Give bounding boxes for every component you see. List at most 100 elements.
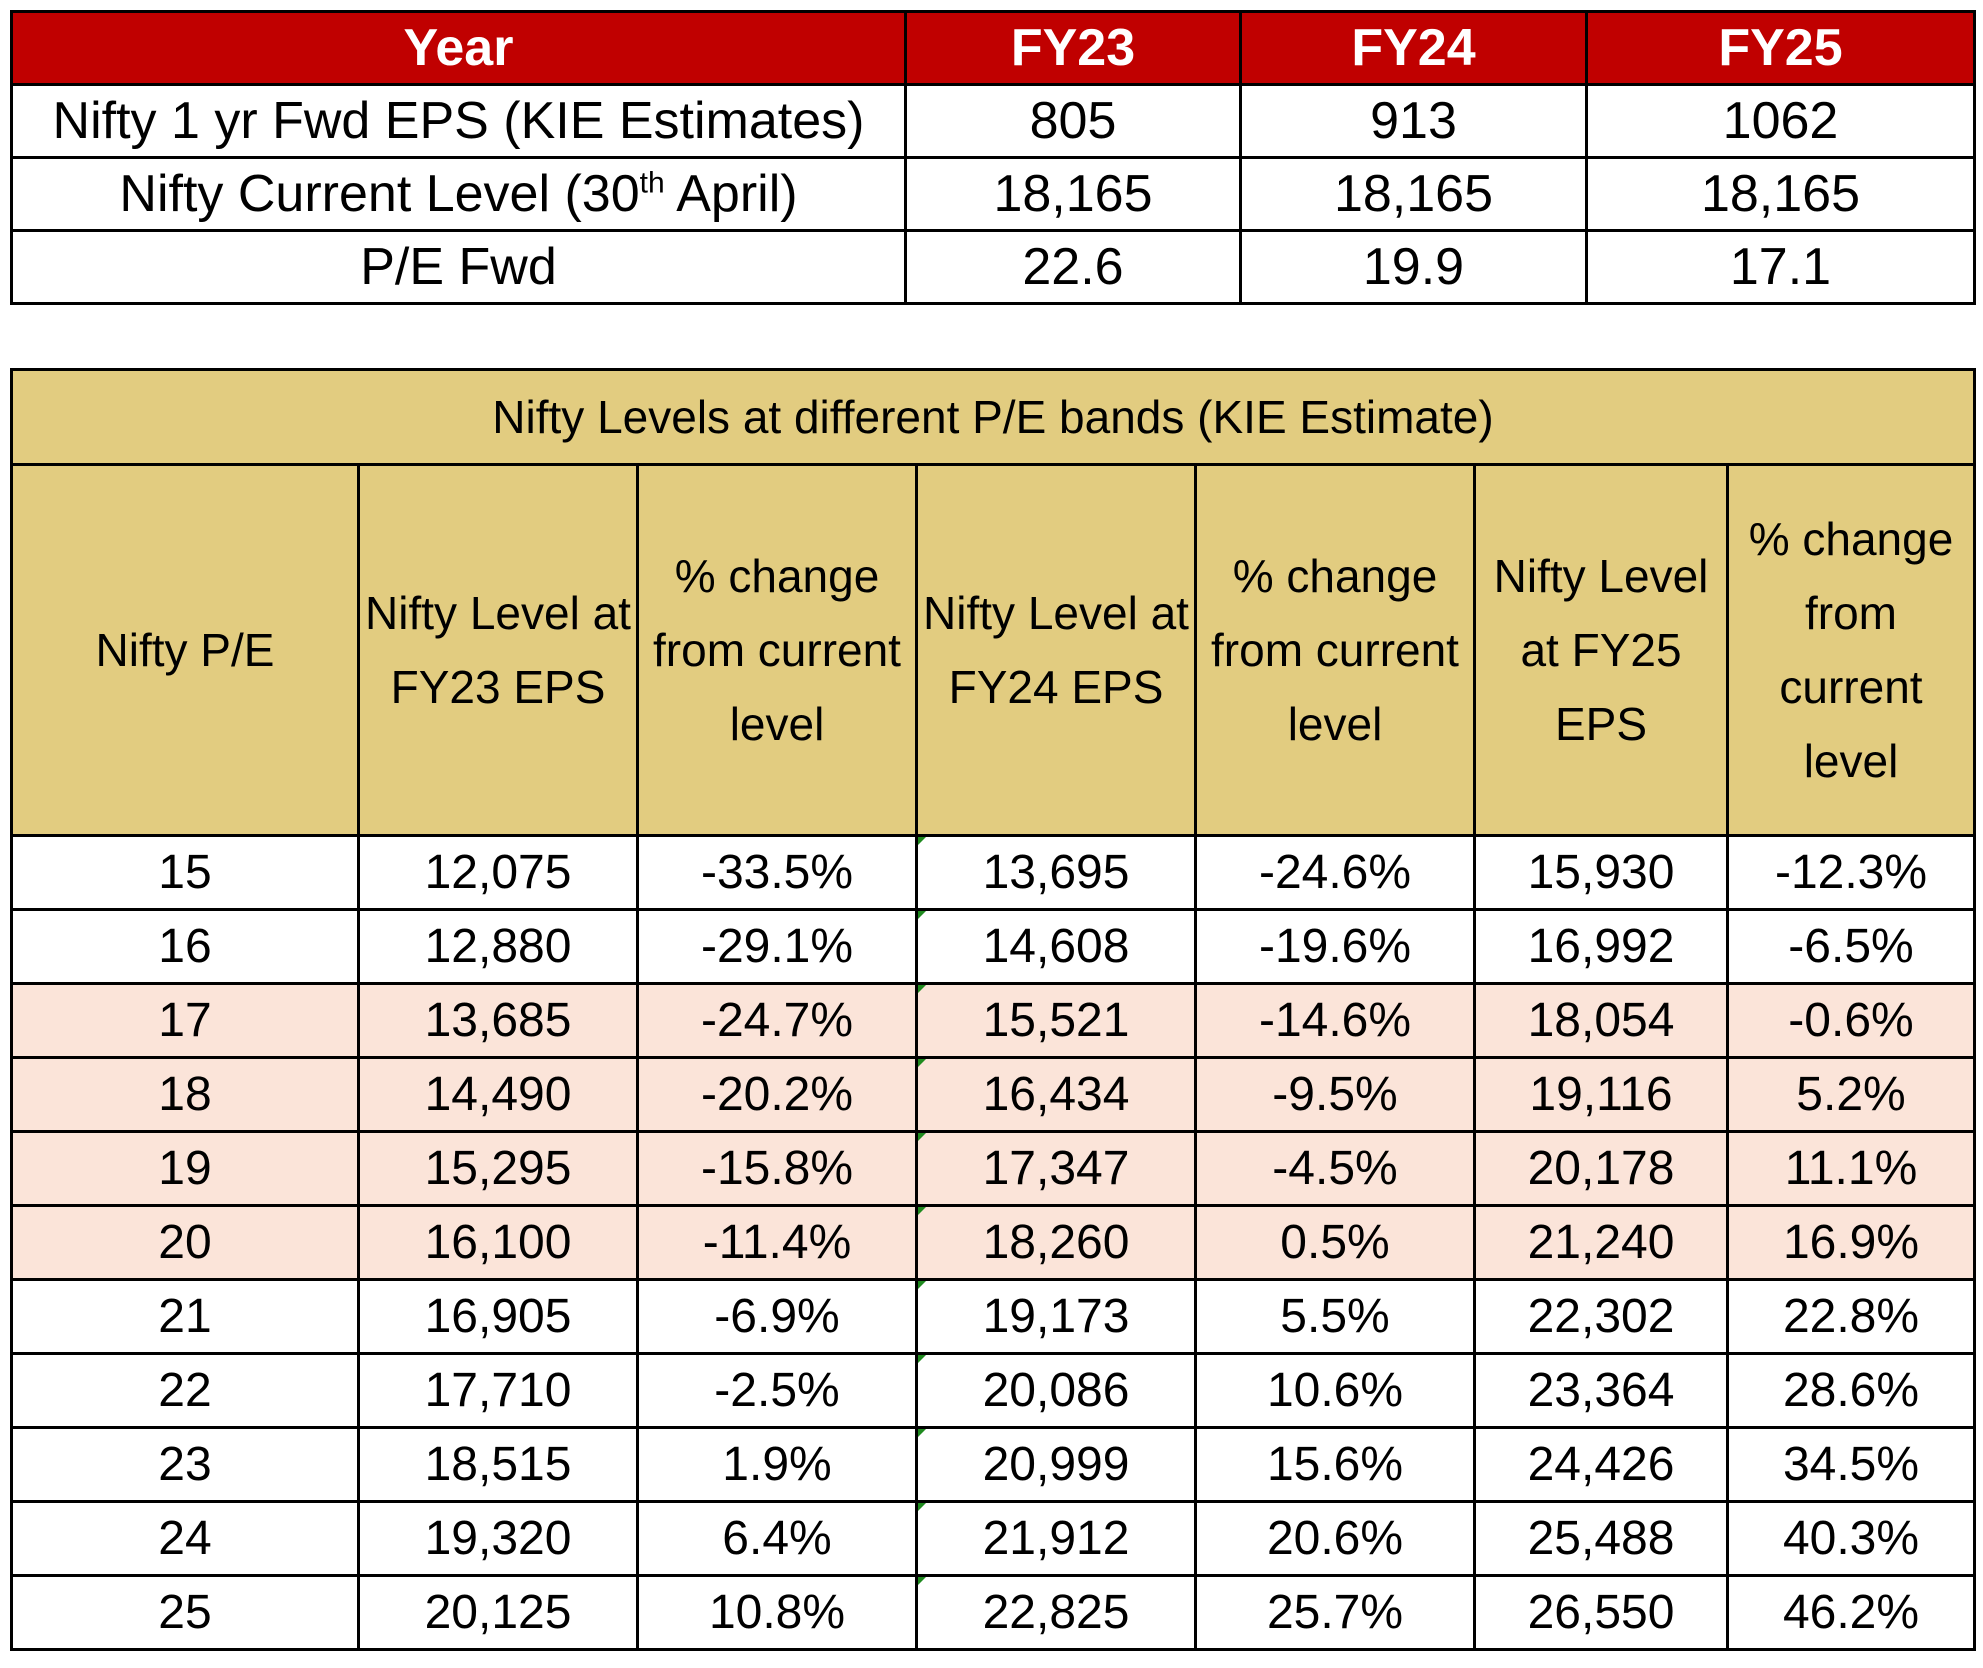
label-text: Nifty Current Level (30 <box>119 165 640 223</box>
summary-cell: 805 <box>904 83 1242 159</box>
cell-nifty-pe: 25 <box>10 1574 360 1651</box>
cell-change-fy23: 10.8% <box>636 1574 918 1651</box>
cell-change-fy23: 6.4% <box>636 1500 918 1577</box>
cell-change-fy25: -12.3% <box>1726 834 1976 911</box>
cell-change-fy25: 11.1% <box>1726 1130 1976 1207</box>
summary-row-eps: Nifty 1 yr Fwd EPS (KIE Estimates) 805 9… <box>10 83 1976 159</box>
cell-change-fy25: 28.6% <box>1726 1352 1976 1429</box>
summary-row-label: Nifty 1 yr Fwd EPS (KIE Estimates) <box>10 83 907 159</box>
cell-level-fy23: 14,490 <box>357 1056 639 1133</box>
cell-level-fy25: 23,364 <box>1473 1352 1729 1429</box>
cell-level-fy23: 19,320 <box>357 1500 639 1577</box>
cell-level-fy25: 15,930 <box>1473 834 1729 911</box>
table-row: 24 19,320 6.4% 21,912 20.6% 25,488 40.3% <box>10 1500 1976 1577</box>
cell-level-fy24: 16,434 <box>915 1056 1197 1133</box>
cell-change-fy24: -4.5% <box>1194 1130 1476 1207</box>
cell-level-fy24: 13,695 <box>915 834 1197 911</box>
cell-nifty-pe: 23 <box>10 1426 360 1503</box>
table-row: 15 12,075 -33.5% 13,695 -24.6% 15,930 -12.3% <box>10 834 1976 911</box>
cell-change-fy24: -9.5% <box>1194 1056 1476 1133</box>
cell-change-fy23: -20.2% <box>636 1056 918 1133</box>
summary-cell: 1062 <box>1585 83 1976 159</box>
cell-change-fy24: -14.6% <box>1194 982 1476 1059</box>
header-change-fy25: % change from current level <box>1726 463 1976 837</box>
cell-level-fy24: 18,260 <box>915 1204 1197 1281</box>
cell-level-fy23: 12,075 <box>357 834 639 911</box>
cell-level-fy24: 15,521 <box>915 982 1197 1059</box>
cell-change-fy23: -15.8% <box>636 1130 918 1207</box>
cell-change-fy25: 22.8% <box>1726 1278 1976 1355</box>
cell-change-fy24: 10.6% <box>1194 1352 1476 1429</box>
summary-row-current-level: Nifty Current Level (30th April) 18,165 … <box>10 156 1976 232</box>
table-row: 21 16,905 -6.9% 19,173 5.5% 22,302 22.8% <box>10 1278 1976 1355</box>
cell-change-fy24: -24.6% <box>1194 834 1476 911</box>
table-row: 20 16,100 -11.4% 18,260 0.5% 21,240 16.9% <box>10 1204 1976 1281</box>
cell-change-fy23: -24.7% <box>636 982 918 1059</box>
label-superscript: th <box>639 166 665 200</box>
cell-level-fy23: 16,100 <box>357 1204 639 1281</box>
cell-level-fy23: 13,685 <box>357 982 639 1059</box>
summary-cell: 18,165 <box>904 156 1242 232</box>
cell-level-fy24: 14,608 <box>915 908 1197 985</box>
table-row: 16 12,880 -29.1% 14,608 -19.6% 16,992 -6.5% <box>10 908 1976 985</box>
cell-level-fy24: 21,912 <box>915 1500 1197 1577</box>
cell-change-fy24: 0.5% <box>1194 1204 1476 1281</box>
cell-change-fy23: -29.1% <box>636 908 918 985</box>
cell-level-fy25: 18,054 <box>1473 982 1729 1059</box>
table-row: 19 15,295 -15.8% 17,347 -4.5% 20,178 11.1% <box>10 1130 1976 1207</box>
cell-level-fy25: 25,488 <box>1473 1500 1729 1577</box>
bands-body: 15 12,075 -33.5% 13,695 -24.6% 15,930 -12.3% 16… <box>10 834 1976 1651</box>
cell-level-fy24: 20,999 <box>915 1426 1197 1503</box>
summary-cell: 17.1 <box>1585 229 1976 305</box>
summary-row-label: P/E Fwd <box>10 229 907 305</box>
cell-nifty-pe: 24 <box>10 1500 360 1577</box>
summary-row-pe-fwd: P/E Fwd 22.6 19.9 17.1 <box>10 229 1976 305</box>
summary-row-label: Nifty Current Level (30th April) <box>10 156 907 232</box>
label-text: April) <box>664 165 798 223</box>
header-change-fy24: % change from current level <box>1194 463 1476 837</box>
cell-level-fy25: 22,302 <box>1473 1278 1729 1355</box>
cell-nifty-pe: 20 <box>10 1204 360 1281</box>
summary-cell: 18,165 <box>1239 156 1588 232</box>
cell-change-fy25: -6.5% <box>1726 908 1976 985</box>
cell-change-fy24: 15.6% <box>1194 1426 1476 1503</box>
table-row: 25 20,125 10.8% 22,825 25.7% 26,550 46.2% <box>10 1574 1976 1651</box>
summary-cell: 913 <box>1239 83 1588 159</box>
cell-change-fy25: 40.3% <box>1726 1500 1976 1577</box>
summary-header-year: Year <box>10 10 907 86</box>
summary-header-fy23: FY23 <box>904 10 1242 86</box>
cell-change-fy23: -33.5% <box>636 834 918 911</box>
cell-level-fy23: 16,905 <box>357 1278 639 1355</box>
cell-nifty-pe: 17 <box>10 982 360 1059</box>
summary-header-fy24: FY24 <box>1239 10 1588 86</box>
cell-change-fy23: 1.9% <box>636 1426 918 1503</box>
cell-level-fy25: 19,116 <box>1473 1056 1729 1133</box>
cell-change-fy23: -2.5% <box>636 1352 918 1429</box>
table-row: 18 14,490 -20.2% 16,434 -9.5% 19,116 5.2% <box>10 1056 1976 1133</box>
summary-header-row: Year FY23 FY24 FY25 <box>10 10 1976 86</box>
cell-level-fy25: 24,426 <box>1473 1426 1729 1503</box>
bands-header-row: Nifty P/E Nifty Level at FY23 EPS % chan… <box>10 463 1976 837</box>
eps-summary-table: Year FY23 FY24 FY25 Nifty 1 yr Fwd EPS (… <box>10 10 1976 305</box>
cell-change-fy23: -11.4% <box>636 1204 918 1281</box>
cell-change-fy24: 5.5% <box>1194 1278 1476 1355</box>
cell-level-fy25: 21,240 <box>1473 1204 1729 1281</box>
summary-cell: 19.9 <box>1239 229 1588 305</box>
cell-level-fy23: 20,125 <box>357 1574 639 1651</box>
summary-cell: 18,165 <box>1585 156 1976 232</box>
cell-change-fy25: 34.5% <box>1726 1426 1976 1503</box>
header-level-fy23: Nifty Level at FY23 EPS <box>357 463 639 837</box>
cell-nifty-pe: 18 <box>10 1056 360 1133</box>
summary-header-fy25: FY25 <box>1585 10 1976 86</box>
cell-level-fy23: 18,515 <box>357 1426 639 1503</box>
cell-change-fy25: 46.2% <box>1726 1574 1976 1651</box>
header-level-fy25: Nifty Level at FY25 EPS <box>1473 463 1729 837</box>
cell-change-fy25: 5.2% <box>1726 1056 1976 1133</box>
cell-level-fy24: 17,347 <box>915 1130 1197 1207</box>
cell-nifty-pe: 15 <box>10 834 360 911</box>
cell-change-fy23: -6.9% <box>636 1278 918 1355</box>
summary-cell: 22.6 <box>904 229 1242 305</box>
bands-title-row: Nifty Levels at different P/E bands (KIE… <box>10 368 1976 466</box>
header-nifty-pe: Nifty P/E <box>10 463 360 837</box>
cell-level-fy23: 12,880 <box>357 908 639 985</box>
